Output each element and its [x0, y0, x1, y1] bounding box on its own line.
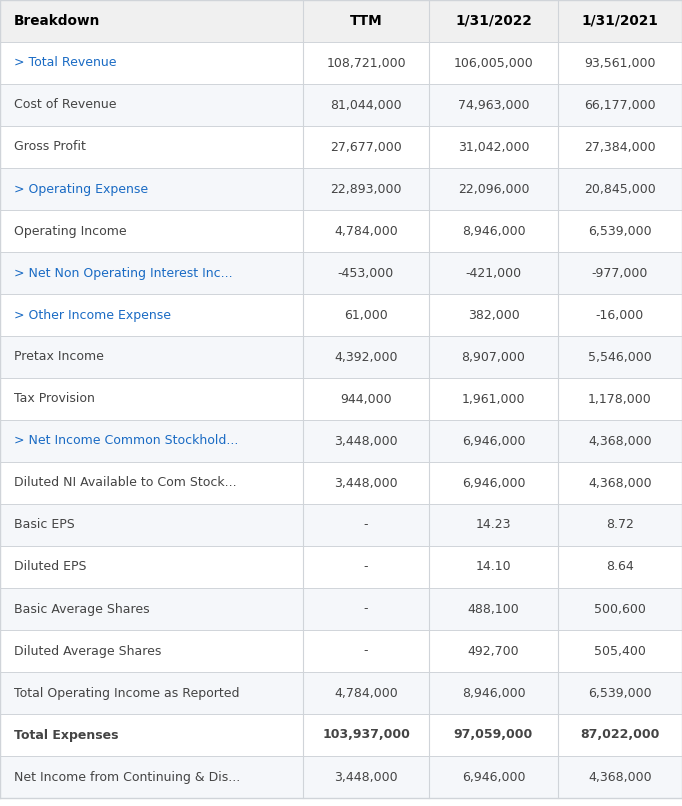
Text: -421,000: -421,000: [465, 267, 522, 280]
Bar: [0, 462, 682, 504]
Text: 6,946,000: 6,946,000: [462, 434, 525, 447]
Bar: [0, 84, 682, 126]
Bar: [0, 756, 682, 798]
Text: 4,392,000: 4,392,000: [334, 351, 398, 364]
Text: Operating Income: Operating Income: [14, 225, 127, 238]
Bar: [0, 714, 682, 756]
Text: 8,946,000: 8,946,000: [462, 225, 525, 238]
Text: Total Operating Income as Reported: Total Operating Income as Reported: [14, 687, 239, 700]
Bar: [0, 504, 682, 546]
Bar: [0, 378, 682, 420]
Text: 6,946,000: 6,946,000: [462, 771, 525, 783]
Text: 31,042,000: 31,042,000: [458, 140, 529, 153]
Text: TTM: TTM: [350, 14, 383, 28]
Text: 6,539,000: 6,539,000: [588, 225, 652, 238]
Text: Basic Average Shares: Basic Average Shares: [14, 603, 149, 616]
Text: 4,368,000: 4,368,000: [588, 434, 652, 447]
Text: 20,845,000: 20,845,000: [584, 182, 656, 196]
Text: 8,946,000: 8,946,000: [462, 687, 525, 700]
Text: 74,963,000: 74,963,000: [458, 98, 529, 111]
Bar: [0, 210, 682, 252]
Text: > Operating Expense: > Operating Expense: [14, 182, 148, 196]
Bar: [0, 0, 682, 42]
Text: Tax Provision: Tax Provision: [14, 393, 95, 405]
Bar: [0, 294, 682, 336]
Text: -: -: [364, 560, 368, 574]
Text: 22,096,000: 22,096,000: [458, 182, 529, 196]
Text: 66,177,000: 66,177,000: [584, 98, 656, 111]
Text: Gross Profit: Gross Profit: [14, 140, 86, 153]
Text: Diluted NI Available to Com Stock...: Diluted NI Available to Com Stock...: [14, 476, 237, 489]
Text: 22,893,000: 22,893,000: [330, 182, 402, 196]
Text: -453,000: -453,000: [338, 267, 394, 280]
Text: 382,000: 382,000: [468, 309, 520, 322]
Text: 492,700: 492,700: [468, 645, 519, 658]
Text: > Net Income Common Stockhold...: > Net Income Common Stockhold...: [14, 434, 239, 447]
Text: 4,368,000: 4,368,000: [588, 476, 652, 489]
Text: 93,561,000: 93,561,000: [584, 56, 656, 69]
Text: 81,044,000: 81,044,000: [330, 98, 402, 111]
Text: 488,100: 488,100: [468, 603, 520, 616]
Bar: [0, 126, 682, 168]
Text: -16,000: -16,000: [596, 309, 644, 322]
Text: -: -: [364, 645, 368, 658]
Text: > Other Income Expense: > Other Income Expense: [14, 309, 171, 322]
Text: Pretax Income: Pretax Income: [14, 351, 104, 364]
Text: 8.72: 8.72: [606, 518, 634, 531]
Bar: [0, 42, 682, 84]
Text: 1/31/2021: 1/31/2021: [582, 14, 658, 28]
Text: -: -: [364, 603, 368, 616]
Text: Diluted EPS: Diluted EPS: [14, 560, 87, 574]
Text: 5,546,000: 5,546,000: [588, 351, 652, 364]
Text: 6,946,000: 6,946,000: [462, 476, 525, 489]
Text: 6,539,000: 6,539,000: [588, 687, 652, 700]
Text: Cost of Revenue: Cost of Revenue: [14, 98, 117, 111]
Text: 8,907,000: 8,907,000: [462, 351, 525, 364]
Text: > Net Non Operating Interest Inc...: > Net Non Operating Interest Inc...: [14, 267, 233, 280]
Text: Diluted Average Shares: Diluted Average Shares: [14, 645, 162, 658]
Text: 14.10: 14.10: [475, 560, 512, 574]
Text: 27,677,000: 27,677,000: [330, 140, 402, 153]
Text: Basic EPS: Basic EPS: [14, 518, 75, 531]
Text: -977,000: -977,000: [592, 267, 648, 280]
Text: 8.64: 8.64: [606, 560, 634, 574]
Text: 106,005,000: 106,005,000: [454, 56, 533, 69]
Bar: [0, 252, 682, 294]
Text: 1,178,000: 1,178,000: [588, 393, 652, 405]
Text: 505,400: 505,400: [594, 645, 646, 658]
Text: 3,448,000: 3,448,000: [334, 434, 398, 447]
Text: 87,022,000: 87,022,000: [580, 729, 659, 742]
Text: 103,937,000: 103,937,000: [322, 729, 410, 742]
Text: 1,961,000: 1,961,000: [462, 393, 525, 405]
Bar: [0, 336, 682, 378]
Text: 3,448,000: 3,448,000: [334, 476, 398, 489]
Text: Net Income from Continuing & Dis...: Net Income from Continuing & Dis...: [14, 771, 240, 783]
Text: 500,600: 500,600: [594, 603, 646, 616]
Bar: [0, 588, 682, 630]
Bar: [0, 420, 682, 462]
Bar: [0, 630, 682, 672]
Text: > Total Revenue: > Total Revenue: [14, 56, 117, 69]
Text: 14.23: 14.23: [476, 518, 512, 531]
Bar: [0, 672, 682, 714]
Bar: [0, 546, 682, 588]
Text: Breakdown: Breakdown: [14, 14, 100, 28]
Text: 27,384,000: 27,384,000: [584, 140, 656, 153]
Bar: [0, 168, 682, 210]
Text: 944,000: 944,000: [340, 393, 392, 405]
Text: 1/31/2022: 1/31/2022: [455, 14, 532, 28]
Text: 3,448,000: 3,448,000: [334, 771, 398, 783]
Text: 4,784,000: 4,784,000: [334, 687, 398, 700]
Text: 4,368,000: 4,368,000: [588, 771, 652, 783]
Text: 108,721,000: 108,721,000: [326, 56, 406, 69]
Text: 4,784,000: 4,784,000: [334, 225, 398, 238]
Text: 61,000: 61,000: [344, 309, 388, 322]
Text: Total Expenses: Total Expenses: [14, 729, 119, 742]
Text: -: -: [364, 518, 368, 531]
Text: 97,059,000: 97,059,000: [454, 729, 533, 742]
